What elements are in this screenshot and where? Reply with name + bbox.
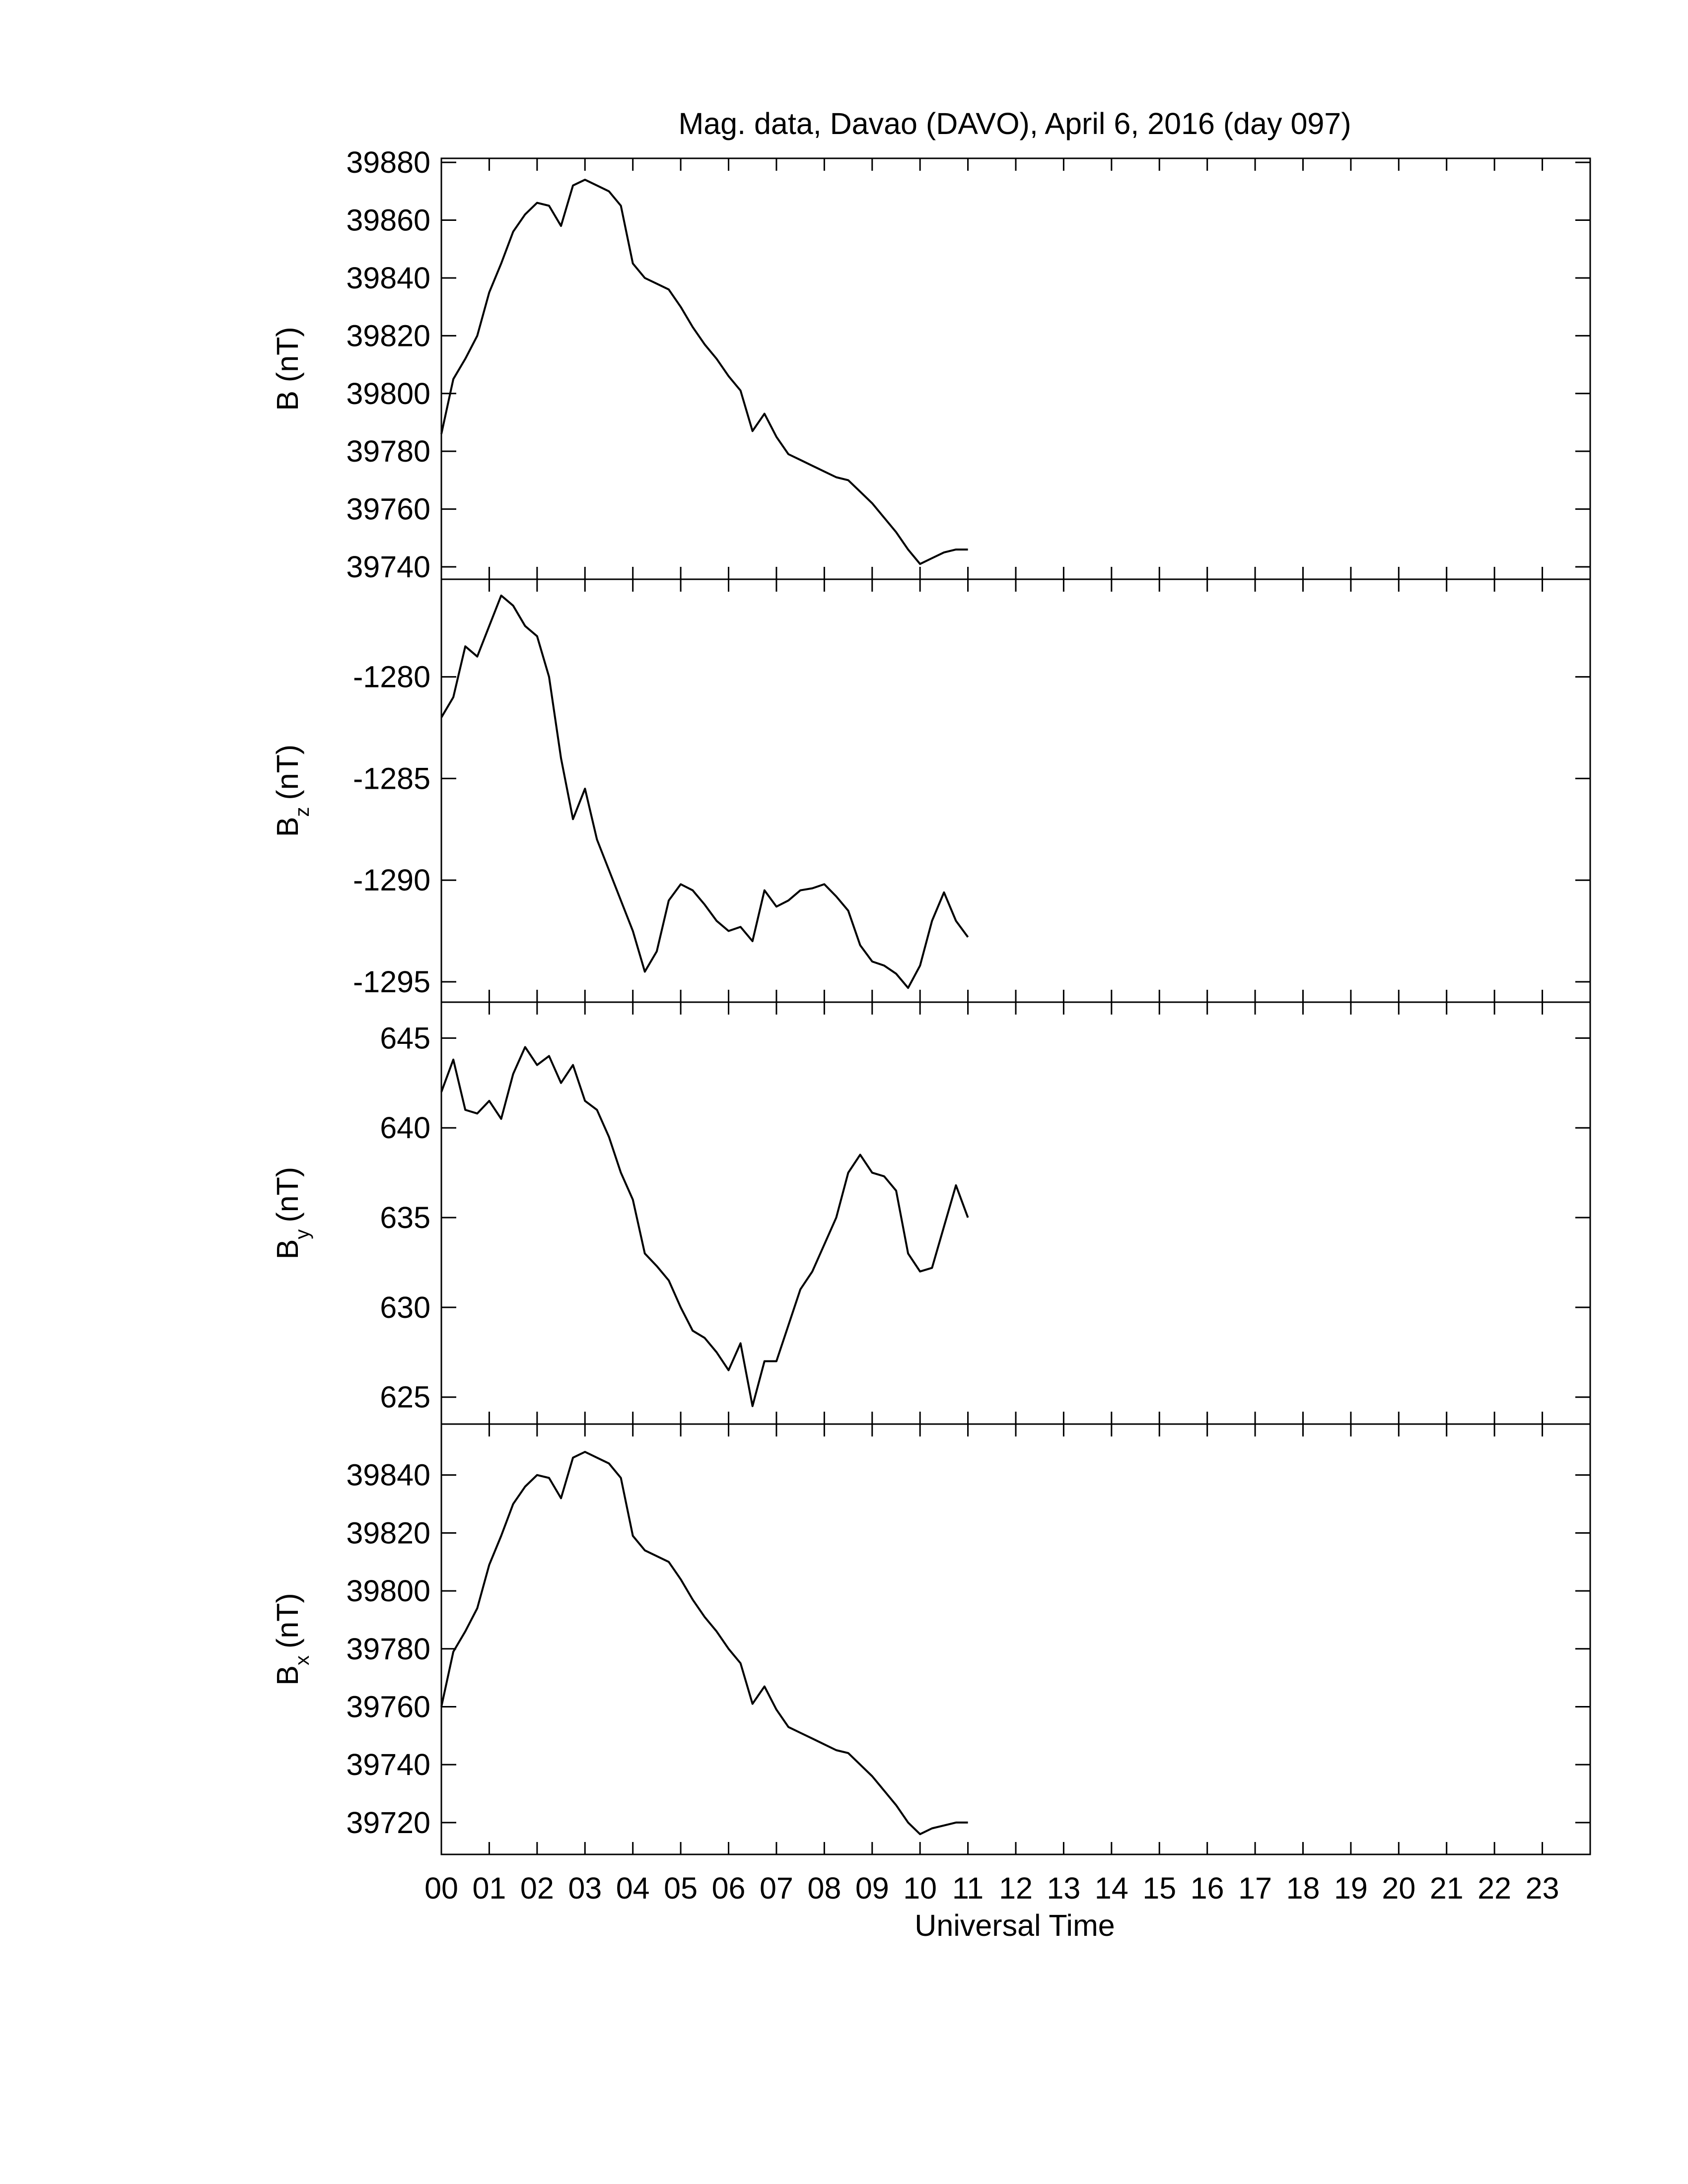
y-tick-label: 39820 <box>346 1516 430 1550</box>
data-line <box>440 1046 969 1407</box>
y-tick-label: -1280 <box>353 660 430 694</box>
x-tick-label: 17 <box>1238 1871 1272 1905</box>
x-tick-label: 02 <box>520 1871 554 1905</box>
y-tick-label: 39840 <box>346 261 430 295</box>
y-label-text: B <box>271 1239 304 1260</box>
x-axis-label: Universal Time <box>914 1909 1115 1942</box>
x-tick-label: 00 <box>424 1871 458 1905</box>
y-tick-label: -1290 <box>353 863 430 897</box>
x-tick-label: 18 <box>1286 1871 1320 1905</box>
y-tick-label: 39760 <box>346 492 430 526</box>
data-line <box>440 1451 968 1836</box>
x-tick-label: 03 <box>568 1871 602 1905</box>
x-tick-label: 05 <box>664 1871 698 1905</box>
x-tick-label: 22 <box>1477 1871 1511 1905</box>
x-tick-label: 20 <box>1382 1871 1415 1905</box>
x-tick-label: 01 <box>472 1871 506 1905</box>
y-tick-label: 39800 <box>346 377 430 410</box>
y-tick-label: 39780 <box>346 1632 430 1666</box>
data-line <box>440 179 968 565</box>
y-tick-label: 39880 <box>346 145 430 179</box>
x-tick-label: 04 <box>616 1871 650 1905</box>
x-tick-label: 12 <box>999 1871 1033 1905</box>
y-axis-label: By (nT) <box>271 1167 313 1260</box>
y-tick-label: 39740 <box>346 550 430 584</box>
y-tick-label: 39760 <box>346 1690 430 1723</box>
y-tick-label: -1295 <box>353 965 430 999</box>
y-tick-label: 39840 <box>346 1458 430 1492</box>
y-label-unit: (nT) <box>271 1593 304 1648</box>
x-tick-label: 13 <box>1047 1871 1080 1905</box>
y-tick-label: 625 <box>380 1380 430 1414</box>
y-tick-label: 39720 <box>346 1806 430 1840</box>
y-label-sub: x <box>291 1655 313 1665</box>
y-tick-label: 39800 <box>346 1574 430 1608</box>
x-tick-label: 15 <box>1142 1871 1176 1905</box>
x-tick-label: 11 <box>952 1871 984 1905</box>
x-tick-label: 23 <box>1526 1871 1559 1905</box>
y-tick-label: 640 <box>380 1111 430 1145</box>
y-label-unit: (nT) <box>271 1167 304 1223</box>
x-tick-label: 07 <box>760 1871 793 1905</box>
chart-title: Mag. data, Davao (DAVO), April 6, 2016 (… <box>678 107 1351 140</box>
y-axis-label: Bx (nT) <box>271 1593 313 1686</box>
y-label-unit: (nT) <box>271 745 304 800</box>
y-label-sub: z <box>291 807 313 817</box>
data-line <box>440 594 969 989</box>
x-tick-label: 09 <box>855 1871 889 1905</box>
x-tick-label: 21 <box>1430 1871 1464 1905</box>
x-tick-label: 16 <box>1191 1871 1224 1905</box>
y-tick-label: 39780 <box>346 434 430 468</box>
y-tick-label: 645 <box>380 1021 430 1055</box>
x-tick-label: 10 <box>903 1871 937 1905</box>
y-label-text: B <box>271 817 304 837</box>
x-tick-label: 06 <box>712 1871 746 1905</box>
y-tick-label: 630 <box>380 1291 430 1324</box>
y-tick-label: 39740 <box>346 1748 430 1781</box>
x-tick-label: 14 <box>1095 1871 1128 1905</box>
x-tick-label: 08 <box>807 1871 841 1905</box>
y-axis-label: B (nT) <box>271 327 304 410</box>
y-label-text: B (nT) <box>271 327 304 410</box>
y-axis-label: Bz (nT) <box>271 745 313 837</box>
y-label-text: B <box>271 1665 304 1686</box>
y-tick-label: 635 <box>380 1201 430 1234</box>
y-tick-label: 39820 <box>346 319 430 352</box>
y-label-sub: y <box>291 1229 313 1239</box>
y-tick-label: 39860 <box>346 204 430 237</box>
y-tick-label: -1285 <box>353 761 430 795</box>
x-tick-label: 19 <box>1334 1871 1368 1905</box>
